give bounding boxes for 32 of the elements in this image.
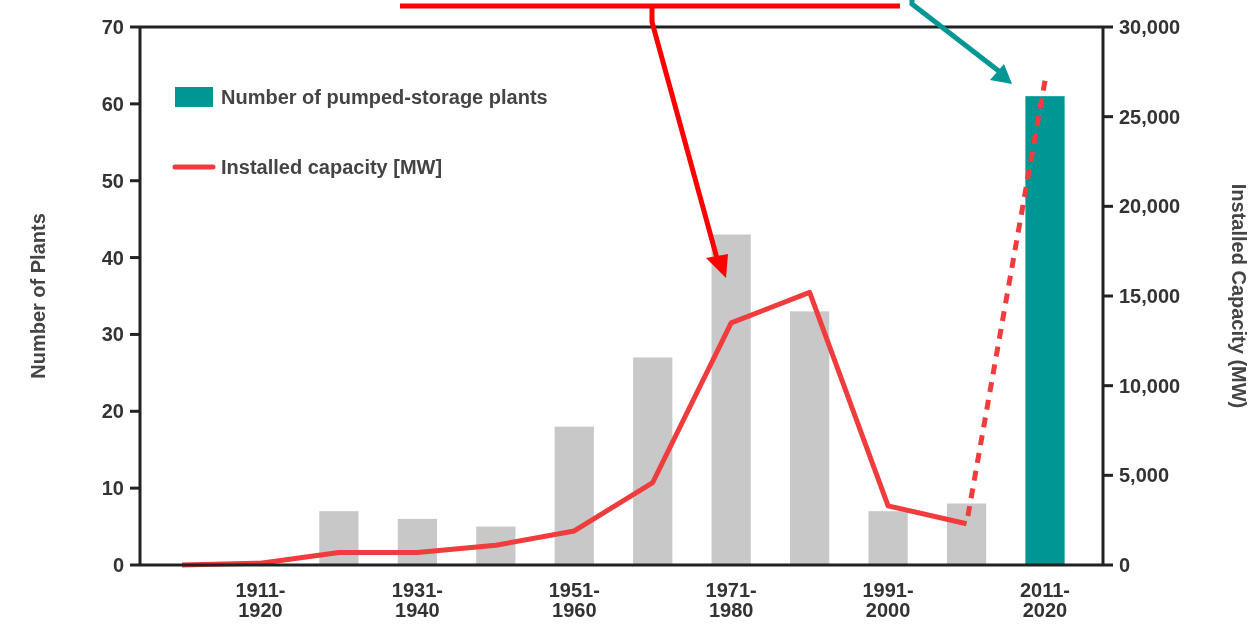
y-tick-label: 70 <box>101 16 124 38</box>
y-tick-label: 20 <box>101 400 124 423</box>
bar <box>946 503 987 565</box>
y2-tick-label: 30,000 <box>1119 16 1181 38</box>
x-tick-label: 2011-2020 <box>1019 579 1071 621</box>
legend-label: Number of pumped-storage plants <box>221 86 548 108</box>
bar <box>633 357 673 565</box>
bar <box>868 511 908 565</box>
bar <box>711 234 751 565</box>
y2-tick-label: 20,000 <box>1119 195 1181 218</box>
y2-tick-label: 5,000 <box>1119 464 1170 487</box>
y-axis-title: Number of Plants <box>27 213 49 379</box>
y2-tick-label: 10,000 <box>1119 374 1181 397</box>
x-tick-label: 1971-1980 <box>705 579 757 621</box>
y2-tick-label: 0 <box>1119 554 1131 576</box>
y-tick-label: 0 <box>112 554 124 576</box>
y2-tick-label: 25,000 <box>1119 105 1181 128</box>
bar <box>790 311 830 565</box>
y-tick-label: 50 <box>101 169 124 192</box>
bar <box>554 426 594 565</box>
y-tick-label: 10 <box>101 477 124 500</box>
x-tick-label: 1931-1940 <box>391 579 443 621</box>
y-tick-label: 40 <box>101 246 124 269</box>
y-tick-label: 60 <box>101 92 124 115</box>
x-tick-label: 1991-2000 <box>862 579 914 621</box>
bar <box>319 511 359 565</box>
x-tick-label: 1951-1960 <box>548 579 600 621</box>
x-tick-label: 1911-1920 <box>235 579 286 621</box>
y2-axis-title: Installed Capacity (MW) <box>1228 183 1250 409</box>
y-tick-label: 30 <box>101 323 124 346</box>
y2-tick-label: 15,000 <box>1119 285 1181 307</box>
legend-label: Installed capacity [MW] <box>221 156 443 178</box>
